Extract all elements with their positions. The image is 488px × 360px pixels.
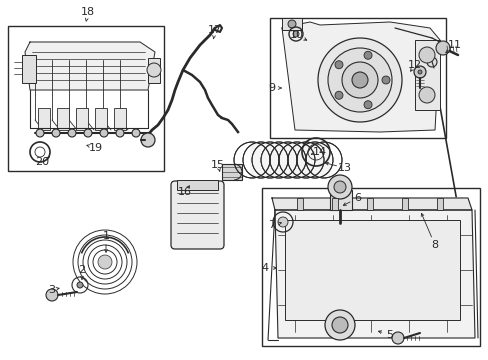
Circle shape <box>351 72 367 88</box>
Polygon shape <box>274 210 474 338</box>
Circle shape <box>413 66 425 78</box>
Text: 20: 20 <box>35 157 49 167</box>
Circle shape <box>333 181 346 193</box>
Bar <box>38 108 50 130</box>
Bar <box>329 190 351 210</box>
Text: 8: 8 <box>430 240 438 250</box>
Text: 16: 16 <box>178 187 192 197</box>
Circle shape <box>391 332 403 344</box>
Bar <box>177 180 218 190</box>
Circle shape <box>84 129 92 137</box>
Text: 15: 15 <box>210 160 224 170</box>
Circle shape <box>98 255 112 269</box>
Circle shape <box>418 47 434 63</box>
Polygon shape <box>25 42 155 90</box>
Circle shape <box>331 317 347 333</box>
Circle shape <box>317 38 401 122</box>
Circle shape <box>116 129 124 137</box>
Text: 13: 13 <box>337 163 351 173</box>
Text: 7: 7 <box>268 220 275 230</box>
Text: 9: 9 <box>268 83 275 93</box>
Circle shape <box>68 129 76 137</box>
Text: 18: 18 <box>81 7 95 17</box>
Bar <box>148 58 160 83</box>
Text: 1: 1 <box>102 231 109 241</box>
Text: 14: 14 <box>312 147 326 157</box>
Bar <box>76 108 88 130</box>
Text: 6: 6 <box>354 193 361 203</box>
Circle shape <box>132 129 140 137</box>
Bar <box>8 26 163 171</box>
Bar <box>436 198 442 210</box>
Text: 11: 11 <box>447 40 461 50</box>
Circle shape <box>381 76 389 84</box>
Circle shape <box>334 91 342 99</box>
Circle shape <box>278 217 287 227</box>
Bar <box>296 198 303 210</box>
Text: 19: 19 <box>89 143 103 153</box>
Polygon shape <box>271 198 471 210</box>
Text: 12: 12 <box>407 60 421 70</box>
Circle shape <box>327 48 391 112</box>
Circle shape <box>435 41 449 55</box>
Circle shape <box>363 51 371 59</box>
Bar <box>249 142 329 178</box>
Bar <box>22 55 36 83</box>
Text: 10: 10 <box>289 30 304 40</box>
Bar <box>222 164 242 180</box>
Circle shape <box>147 63 161 77</box>
Bar <box>285 220 459 320</box>
Circle shape <box>287 20 295 28</box>
Circle shape <box>77 282 83 288</box>
Text: 17: 17 <box>207 25 222 35</box>
Circle shape <box>363 101 371 109</box>
Circle shape <box>36 129 44 137</box>
Bar <box>57 108 69 130</box>
Bar <box>114 108 126 130</box>
Circle shape <box>341 62 377 98</box>
Bar <box>414 40 439 110</box>
Circle shape <box>417 70 421 74</box>
Circle shape <box>426 57 436 67</box>
Text: 4: 4 <box>261 263 268 273</box>
Text: 5: 5 <box>386 330 393 340</box>
Bar <box>262 188 479 346</box>
Text: 3: 3 <box>48 285 55 295</box>
Bar <box>269 18 445 138</box>
Circle shape <box>327 175 351 199</box>
Circle shape <box>141 133 155 147</box>
Polygon shape <box>282 22 439 132</box>
Bar <box>95 108 107 130</box>
Text: 2: 2 <box>78 265 85 275</box>
Circle shape <box>52 129 60 137</box>
Circle shape <box>325 310 354 340</box>
FancyBboxPatch shape <box>171 181 224 249</box>
Bar <box>401 198 407 210</box>
Circle shape <box>292 31 298 37</box>
Circle shape <box>100 129 108 137</box>
Bar <box>331 198 337 210</box>
Circle shape <box>46 289 58 301</box>
Circle shape <box>418 87 434 103</box>
Circle shape <box>334 61 342 69</box>
Bar <box>282 18 302 30</box>
Bar <box>366 198 372 210</box>
